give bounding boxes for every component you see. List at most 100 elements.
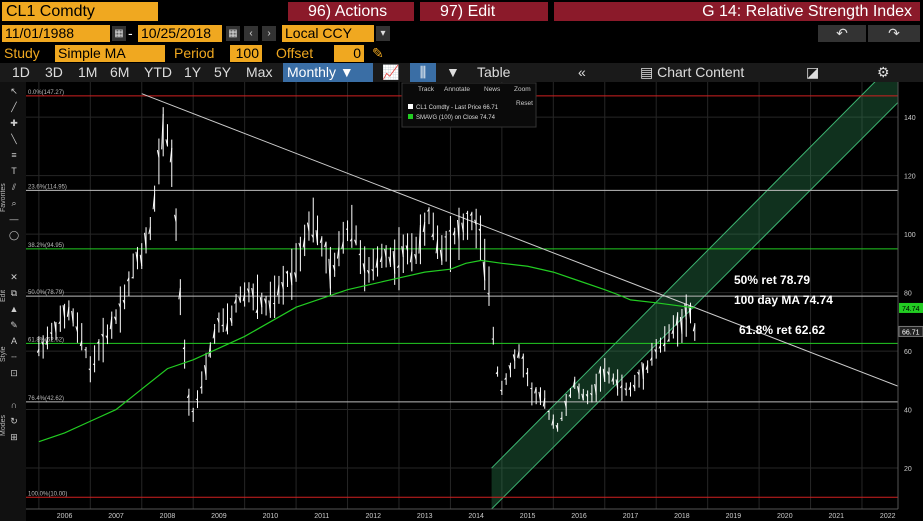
range-1y[interactable]: 1Y (184, 64, 202, 80)
study-select[interactable]: Simple MA (55, 45, 165, 62)
range-3d[interactable]: 3D (45, 64, 63, 80)
price-bar-open (71, 310, 74, 324)
pencil-icon[interactable]: ✎ (372, 45, 384, 61)
end-date-field[interactable]: 10/25/2018 (138, 25, 222, 42)
channel-icon[interactable]: ⫽ (11, 182, 16, 192)
legend-reset[interactable]: Reset (516, 100, 533, 107)
price-bar-open (688, 305, 692, 320)
grid-icon[interactable]: ⊞ (10, 432, 18, 442)
x-tick-label: 2022 (880, 513, 896, 520)
horizontal-line-icon[interactable]: — (9, 214, 19, 224)
price-bar-open (427, 208, 430, 212)
range-1d[interactable]: 1D (12, 64, 30, 80)
price-bar-open (478, 228, 481, 232)
sidebar-tab-modes[interactable]: Modes (0, 414, 7, 436)
price-chart[interactable]: 0.0%(147.27) 23.6%(114.95) 38.2%(94.95) 50.… (26, 82, 923, 521)
edit-button[interactable]: 97) Edit (420, 2, 548, 21)
chevron-left-icon[interactable]: ‹ (244, 26, 258, 41)
price-bar-open (422, 221, 426, 233)
frequency-select[interactable]: Monthly ▼ (283, 63, 373, 82)
price-bar-open (246, 288, 250, 294)
refresh-icon[interactable]: ↻ (10, 416, 18, 426)
offset-field[interactable]: 0 (334, 45, 364, 62)
actions-button[interactable]: 96) Actions (288, 2, 414, 21)
ticker-field[interactable]: CL1 Comdty (2, 2, 158, 21)
start-date-field[interactable]: 11/01/1988 (2, 25, 110, 42)
price-bar-open (628, 386, 631, 391)
range-ytd[interactable]: YTD (144, 64, 172, 80)
ray-icon[interactable]: ╲ (11, 134, 17, 144)
x-tick-label: 2015 (520, 513, 536, 520)
edit-chart-icon[interactable]: ◪ (806, 64, 820, 80)
period-field[interactable]: 100 (230, 45, 262, 62)
price-bar-open (251, 288, 254, 298)
legend-annotate[interactable]: Annotate (444, 86, 470, 93)
study-bar: Study Simple MA Period 100 Offset 0 ✎ (0, 44, 923, 63)
price-bar-open (534, 386, 537, 394)
calendar-icon[interactable]: ▦ (112, 26, 126, 41)
line-chart-icon[interactable]: 📈 (382, 64, 400, 80)
price-bar-open (435, 239, 439, 254)
magnify-icon[interactable]: ⌕ (11, 198, 17, 208)
calendar-icon[interactable]: ▦ (226, 26, 240, 41)
fib-level-label: 100.0%(10.00) (28, 491, 67, 497)
range-max[interactable]: Max (246, 64, 273, 80)
delete-icon[interactable]: ✕ (10, 272, 18, 282)
range-1m[interactable]: 1M (78, 64, 98, 80)
price-bar-open (409, 251, 413, 263)
x-tick-label: 2011 (314, 513, 329, 520)
price-bar-open (186, 394, 190, 399)
font-icon[interactable]: A (10, 336, 17, 346)
sidebar-tab-style[interactable]: Style (0, 346, 7, 362)
undo-button[interactable]: ↶ (818, 25, 866, 42)
paint-icon[interactable]: ✎ (10, 320, 18, 330)
cursor-icon[interactable]: ↖ (10, 86, 18, 96)
graph-title: G 14: Relative Strength Index (554, 2, 920, 21)
fibonacci-icon[interactable]: ≡ (11, 150, 17, 160)
price-bar-open (118, 303, 121, 308)
price-bar-open (405, 245, 409, 251)
collapse-icon[interactable]: « (578, 64, 586, 80)
ma-value-tag: 74.74 (899, 302, 923, 313)
chart-content-button[interactable]: ▤ Chart Content (640, 64, 745, 80)
legend-track[interactable]: Track (418, 86, 435, 93)
magnet-icon[interactable]: ∩ (10, 400, 18, 410)
legend-series-ma: SMAVG (100) on Close 74.74 (416, 115, 496, 121)
arrow-up-icon[interactable]: ▲ (9, 304, 19, 314)
price-bar-open (88, 368, 91, 371)
price-bar-open (658, 345, 661, 349)
gear-icon[interactable]: ⚙ (877, 64, 890, 80)
price-bar-open (79, 340, 83, 347)
price-bar-open (264, 298, 267, 305)
price-bar-open (294, 272, 297, 280)
price-bar-open (375, 257, 379, 268)
currency-select[interactable]: Local CCY (282, 25, 374, 42)
line-style-icon[interactable]: ┄ (11, 352, 17, 362)
text-icon[interactable]: T (11, 166, 17, 176)
range-5y[interactable]: 5Y (214, 64, 232, 80)
ellipse-icon[interactable]: ◯ (8, 230, 20, 240)
crosshair-icon[interactable]: ✚ (10, 118, 18, 128)
price-bar-open (238, 296, 241, 303)
legend-zoom[interactable]: Zoom (514, 86, 531, 93)
chevron-down-icon[interactable]: ▼ (446, 64, 460, 80)
fib-level-label: 38.2%(94.95) (28, 243, 64, 249)
chevron-right-icon[interactable]: › (262, 26, 276, 41)
sidebar-tab-favorites[interactable]: Favorites (0, 183, 7, 212)
redo-button[interactable]: ↷ (868, 25, 920, 42)
lock-icon[interactable]: ⊡ (10, 368, 18, 378)
chevron-down-icon[interactable]: ▾ (376, 26, 390, 41)
price-bar-open (208, 344, 211, 357)
price-bar-open (431, 233, 434, 238)
drawing-sidebar: Favorites Edit Style Modes ↖ ╱ ✚ ╲ ≡ T ⫽… (0, 82, 26, 521)
fib-level-label: 23.6%(114.95) (28, 184, 67, 190)
table-button[interactable]: Table (477, 64, 511, 80)
legend-news[interactable]: News (484, 86, 501, 93)
price-bar-open (525, 371, 528, 375)
price-bar-open (216, 317, 220, 323)
range-6m[interactable]: 6M (110, 64, 130, 80)
trendline-icon[interactable]: ╱ (11, 102, 17, 112)
bar-chart-icon[interactable]: ⫼ (410, 63, 436, 82)
sidebar-tab-edit[interactable]: Edit (0, 289, 7, 302)
copy-icon[interactable]: ⧉ (10, 288, 18, 298)
